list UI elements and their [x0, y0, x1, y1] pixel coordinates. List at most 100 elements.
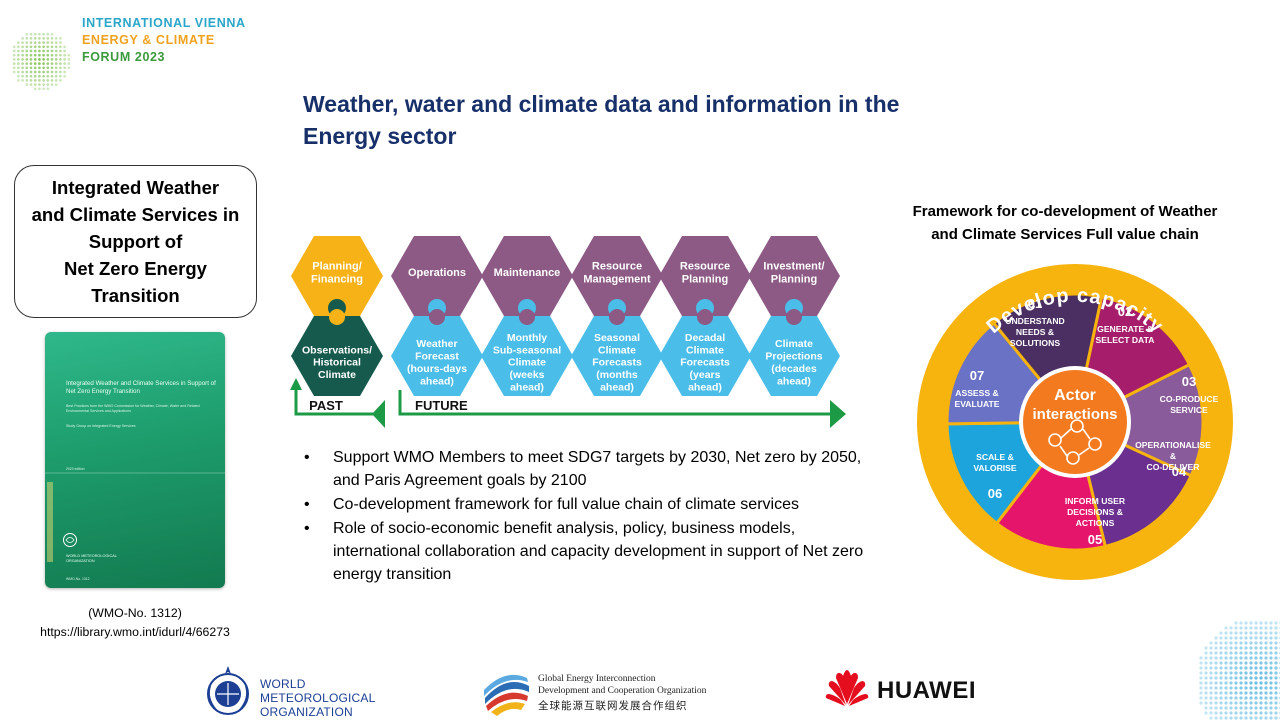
value-chain-label: Resource [592, 260, 642, 272]
value-chain-label: Projections [765, 350, 822, 362]
timescale-hexagon [748, 316, 840, 396]
bullet-marker: • [304, 496, 310, 513]
bullet-item: • Co-development framework for full valu… [304, 493, 864, 516]
wmo-logo-line-2: METEOROLOGICAL [260, 691, 376, 705]
cover-subtitle: Best Practices from the WMO Commission f… [66, 404, 200, 413]
cover-stripe [45, 472, 225, 474]
value-chain-label: Climate [598, 344, 636, 356]
segment-text: EVALUATE [954, 399, 999, 409]
wmo-reference-number: (WMO-No. 1312) [88, 606, 182, 620]
segment-number: 05 [1088, 532, 1102, 547]
segment-text: OPERATIONALISE [1135, 440, 1211, 450]
segment-text: INFORM USER [1065, 496, 1126, 506]
forum-logo-line-2: ENERGY & CLIMATE [82, 33, 215, 47]
wmo-logo-line-3: ORGANIZATION [260, 705, 353, 719]
value-chain-label: ahead) [600, 381, 634, 393]
slide-title: Weather, water and climate data and info… [303, 88, 1063, 152]
value-chain-label: (months [596, 369, 638, 381]
bullet-text: Co-development framework for full value … [333, 496, 799, 513]
value-chain-label: Forecasts [592, 357, 642, 369]
value-chain-label: ahead) [777, 375, 811, 387]
activity-hexagon [291, 236, 383, 316]
segment-number: 06 [988, 486, 1002, 501]
segment-text: DECISIONS & [1067, 507, 1123, 517]
segment-text: SELECT DATA [1096, 335, 1155, 345]
framework-segment [1071, 362, 1205, 478]
forum-logo-line-3: FORUM 2023 [82, 50, 166, 64]
value-chain-label: (decades [771, 363, 817, 375]
wmo-logo-line-1: WORLD [260, 677, 306, 691]
activity-hexagon [748, 236, 840, 316]
framework-segment-label: 06 SCALE &VALORISE [973, 452, 1017, 501]
connector-socket [519, 309, 535, 325]
bullet-marker: • [304, 449, 310, 466]
bullet-item: • Support WMO Members to meet SDG7 targe… [304, 446, 864, 492]
geidco-logo: Global Energy Interconnection Developmen… [481, 664, 741, 720]
past-arrow-line [294, 386, 385, 416]
value-chain-label: (years [690, 369, 721, 381]
forum-logo-line-1: INTERNATIONAL VIENNA [82, 16, 246, 30]
slide-title-line-2: Energy sector [303, 123, 457, 149]
past-arrow-tail [372, 400, 385, 428]
segment-text: CO-DELIVER [1147, 462, 1201, 472]
activity-hexagon [571, 236, 663, 316]
value-chain-label: Historical [313, 357, 361, 369]
value-chain-label: ahead) [688, 381, 722, 393]
value-chain-label: Financing [311, 273, 363, 285]
activity-label: Planning/Financing [311, 260, 363, 285]
wmo-emblem-icon [207, 666, 249, 715]
huawei-logo: HUAWEI [823, 668, 993, 712]
segment-text: & [1170, 451, 1176, 461]
network-people-icon [1048, 419, 1102, 465]
segment-text: SERVICE [1170, 405, 1208, 415]
value-chain-label: Monthly [507, 332, 547, 344]
past-arrow-head [290, 378, 302, 390]
cover-title: Integrated Weather and Climate Services … [66, 380, 216, 395]
cover-edition: 2023 edition [66, 467, 85, 471]
segment-text: ASSESS & [955, 388, 998, 398]
bullet-text: Role of socio-economic benefit analysis,… [333, 520, 864, 583]
value-chain-label: Planning [682, 273, 728, 285]
activity-label: Maintenance [494, 267, 561, 279]
segment-number: 01 [1028, 296, 1042, 311]
segment-text: UNDERSTAND [1005, 316, 1065, 326]
cover-group: Study Group on Integrated Energy Service… [66, 424, 136, 428]
value-chain-label: Climate [775, 338, 813, 350]
wmo-logo: WORLD METEOROLOGICAL ORGANIZATION [202, 664, 382, 720]
value-chain-label: Maintenance [494, 267, 561, 279]
value-chain-label: Resource [680, 260, 730, 272]
report-cover-image[interactable]: Integrated Weather and Climate Services … [45, 332, 225, 588]
geidco-logo-line-3: 全球能源互联网发展合作组织 [538, 700, 688, 712]
wmo-reference-link[interactable]: https://library.wmo.int/idurl/4/66273 [40, 625, 230, 639]
framework-title-line-1: Framework for co-development of Weather [912, 203, 1218, 220]
cover-number: WMO-No. 1312 [66, 577, 90, 581]
dotted-globe-decoration-icon [1199, 621, 1280, 720]
value-chain-label: Decadal [685, 332, 725, 344]
bullet-text: Support WMO Members to meet SDG7 targets… [333, 449, 862, 489]
value-chain-label: ahead) [420, 375, 454, 387]
cover-publisher: WORLD METEOROLOGICAL ORGANIZATION [66, 554, 117, 563]
bullet-list: • Support WMO Members to meet SDG7 targe… [304, 446, 864, 587]
future-label: FUTURE [415, 398, 468, 413]
segment-number: 07 [970, 368, 984, 383]
report-title: Integrated Weather and Climate Services … [32, 174, 240, 309]
value-chain-label: Climate [686, 344, 724, 356]
segment-text: ACTIONS [1076, 518, 1115, 528]
value-chain-label: Climate [508, 357, 546, 369]
report-title-line: Integrated Weather [51, 177, 220, 198]
connector-socket [609, 309, 625, 325]
dotted-globe-icon [12, 32, 71, 91]
value-chain-label: (weeks [509, 369, 544, 381]
framework-segment-label: 04 OPERATIONALISE&CO-DELIVER [1135, 440, 1211, 479]
value-chain-label: ahead) [510, 381, 544, 393]
geidco-logo-line-2: Development and Cooperation Organization [538, 686, 707, 696]
future-arrow-line [398, 390, 832, 416]
timescale-hexagon [391, 316, 483, 396]
activity-hexagon [391, 236, 483, 316]
value-chain-label: Planning/ [312, 260, 362, 272]
